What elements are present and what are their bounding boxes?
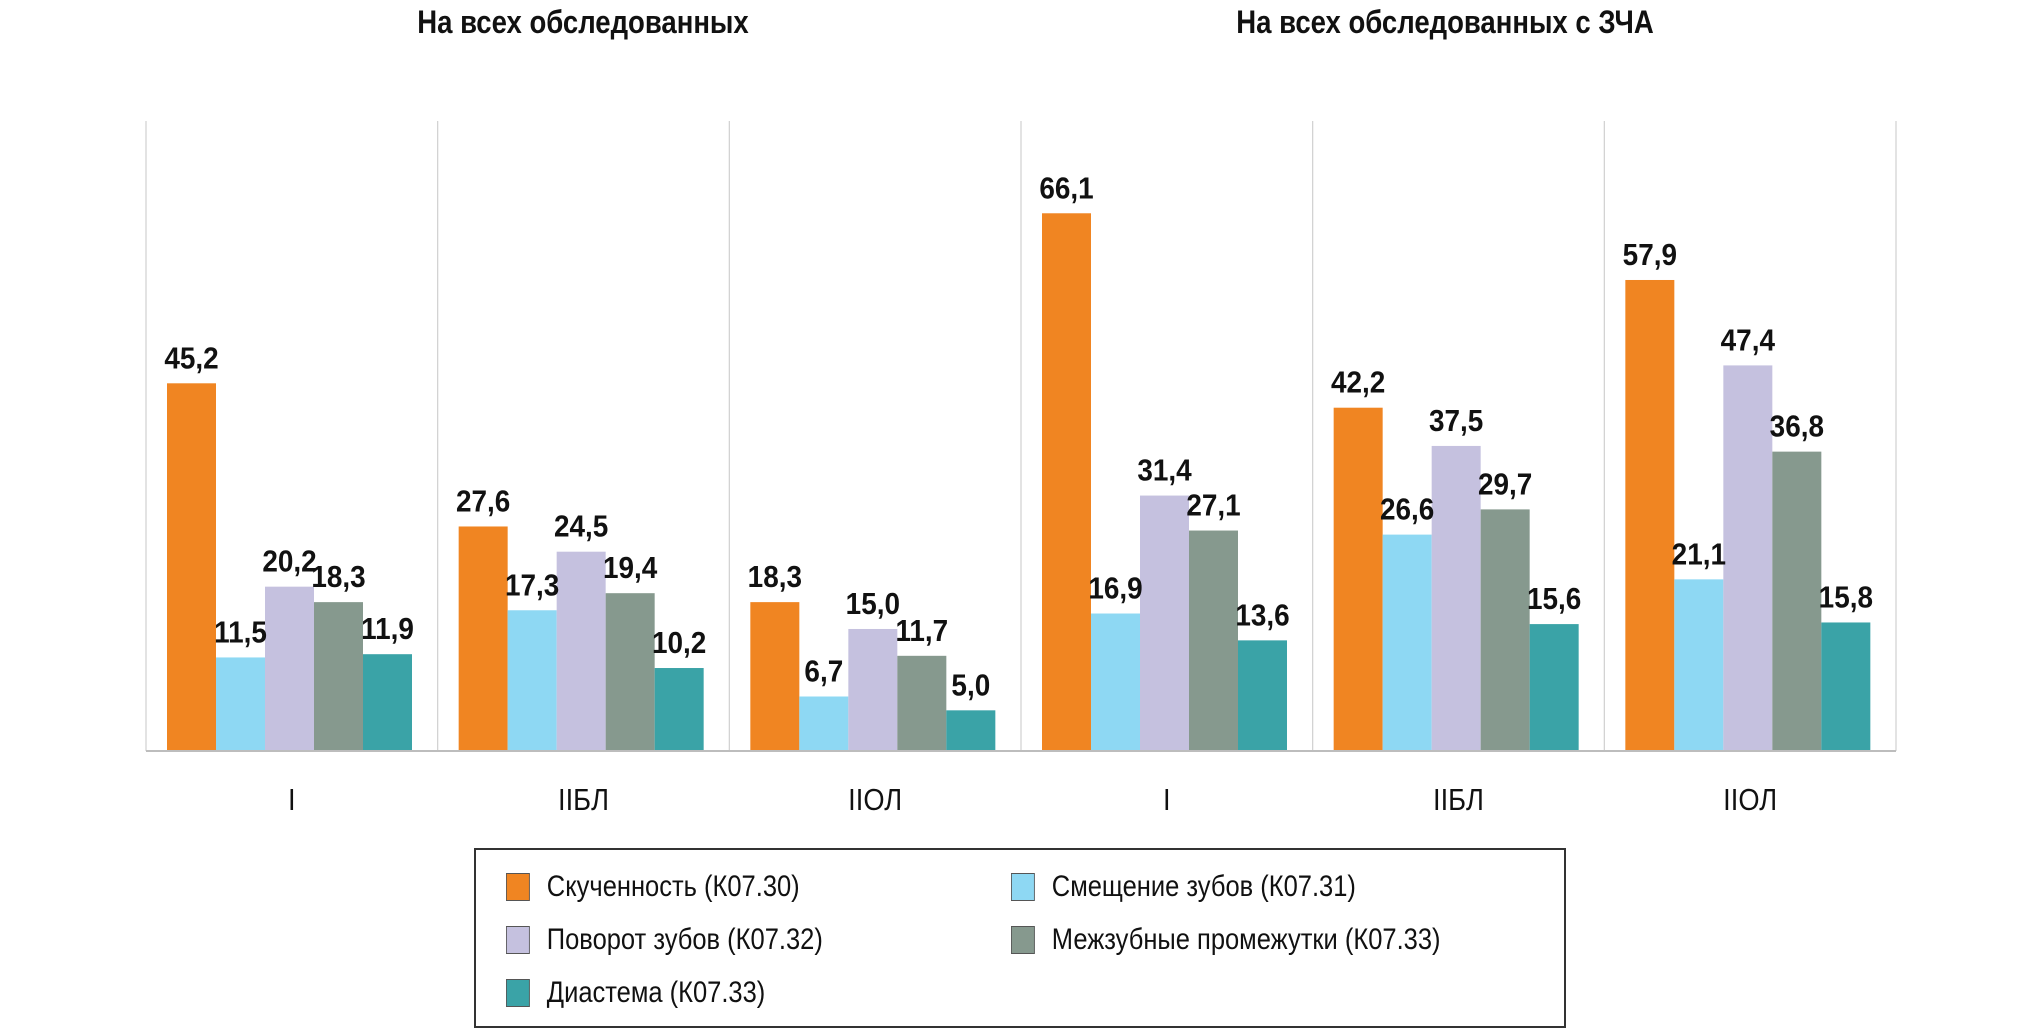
bar-rotation [1723,365,1773,751]
bar-diastema [1529,624,1579,751]
bar-diastema [363,654,412,751]
value-label-crowding: 45,2 [164,341,218,376]
legend-swatch-displacement [1011,873,1035,901]
legend-label-crowding: Скученность (К07.30) [546,870,800,903]
value-label-spacing: 36,8 [1770,409,1824,444]
value-label-diastema: 13,6 [1235,598,1289,633]
legend-label-displacement: Смещение зубов (К07.31) [1051,870,1356,903]
bar-rotation [1140,495,1189,751]
value-label-displacement: 21,1 [1672,537,1726,572]
value-label-diastema: 15,6 [1527,582,1581,617]
value-label-spacing: 18,3 [311,560,365,595]
value-label-crowding: 18,3 [748,560,802,595]
legend-label-diastema: Диастема (К07.33) [546,976,766,1009]
value-label-displacement: 16,9 [1088,571,1142,606]
value-label-displacement: 6,7 [804,654,843,689]
bar-spacing [1480,509,1530,751]
value-label-rotation: 37,5 [1429,404,1483,439]
value-label-rotation: 15,0 [846,587,900,622]
legend-swatch-diastema [506,979,530,1007]
x-tick-label: I [288,783,296,817]
bar-spacing [605,593,655,751]
value-label-displacement: 26,6 [1380,492,1434,527]
category-separators [145,121,1897,751]
value-label-spacing: 11,7 [895,613,948,648]
value-label-rotation: 24,5 [554,509,608,544]
legend-swatch-spacing [1011,926,1035,954]
value-label-diastema: 10,2 [652,626,706,661]
value-label-displacement: 17,3 [505,568,559,603]
value-label-displacement: 11,5 [214,615,267,650]
x-tick-label: I [1163,783,1171,817]
bar-rotation [1431,445,1481,751]
bar-spacing [1189,530,1238,751]
legend-label-rotation: Поворот зубов (К07.32) [546,923,823,956]
bar-spacing [1772,451,1822,751]
bar-crowding [1333,407,1383,751]
bar-diastema [1238,640,1287,751]
value-label-diastema: 15,8 [1819,580,1873,615]
x-tick-label: IIБЛ [1433,783,1484,817]
x-tick-label: IIОЛ [1723,783,1777,817]
bar-displacement [1091,613,1140,751]
value-label-crowding: 66,1 [1039,171,1093,206]
bar-crowding [750,602,800,751]
value-label-spacing: 29,7 [1478,467,1532,502]
bar-displacement [799,696,849,751]
bar-displacement [507,610,557,751]
value-label-diastema: 5,0 [951,668,990,703]
bar-diastema [946,710,996,751]
legend-item-rotation: Поворот зубов (К07.32) [506,923,823,957]
value-label-crowding: 57,9 [1623,238,1677,273]
panel-title-all: На всех обследованных [417,5,749,40]
legend: Скученность (К07.30) Смещение зубов (К07… [474,848,1566,1028]
legend-item-diastema: Диастема (К07.33) [506,976,765,1010]
bar-crowding [167,383,216,751]
bar-displacement [216,657,265,751]
legend-item-crowding: Скученность (К07.30) [506,870,800,904]
value-label-crowding: 27,6 [456,484,510,519]
bar-spacing [897,655,947,751]
value-label-rotation: 31,4 [1137,453,1192,488]
value-label-diastema: 11,9 [361,612,414,647]
value-label-spacing: 19,4 [603,551,658,586]
bar-crowding [1042,213,1091,752]
bar-diastema [654,668,704,751]
bar-diastema [1821,622,1871,751]
legend-label-spacing: Межзубные промежутки (К07.33) [1051,923,1441,956]
bar-rotation [848,628,898,751]
bar-crowding [1625,279,1675,751]
value-label-spacing: 27,1 [1186,488,1240,523]
legend-item-spacing: Межзубные промежутки (К07.33) [1011,923,1441,957]
bar-rotation [556,551,606,751]
value-label-crowding: 42,2 [1331,365,1385,400]
x-tick-label: IIБЛ [558,783,609,817]
bar-crowding [458,526,508,751]
bar-displacement [1382,534,1432,751]
panel-title-zcha: На всех обследованных с ЗЧА [1236,5,1653,40]
legend-swatch-rotation [506,926,530,954]
bar-displacement [1674,579,1724,751]
value-labels: 45,2 27,6 18,3 66,1 42,2 57,9 11,5 17,3 6,7 16,9 2… [164,171,1873,703]
value-label-rotation: 20,2 [262,544,316,579]
bar-spacing [314,602,363,751]
x-tick-label: IIОЛ [848,783,902,817]
legend-item-displacement: Смещение зубов (К07.31) [1011,870,1356,904]
bar-rotation [265,586,314,751]
value-label-rotation: 47,4 [1721,323,1776,358]
bars [167,213,1871,752]
x-tick-labels: I IIБЛ IIОЛ I IIБЛ IIОЛ [288,783,1777,817]
legend-swatch-crowding [506,873,530,901]
